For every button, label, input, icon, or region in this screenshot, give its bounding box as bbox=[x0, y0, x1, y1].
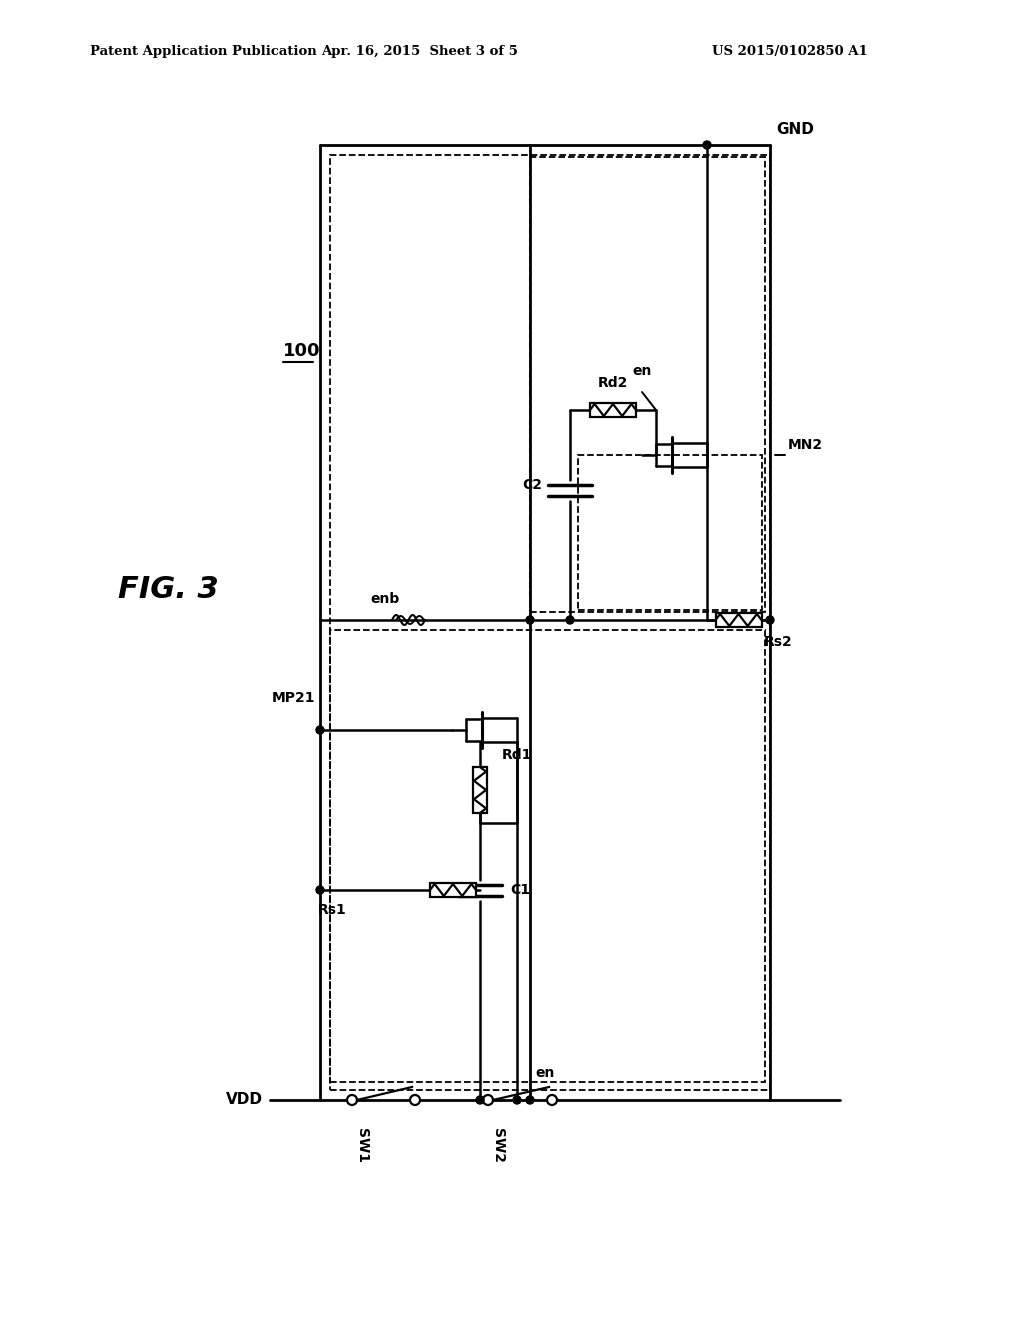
Circle shape bbox=[347, 1096, 357, 1105]
Bar bbox=[330, 630, 765, 1082]
Text: Rd1: Rd1 bbox=[502, 748, 532, 762]
Text: SW1: SW1 bbox=[355, 1129, 369, 1163]
Text: Patent Application Publication: Patent Application Publication bbox=[90, 45, 316, 58]
Bar bbox=[330, 154, 770, 1090]
Text: C1: C1 bbox=[510, 883, 530, 898]
Text: US 2015/0102850 A1: US 2015/0102850 A1 bbox=[712, 45, 868, 58]
Text: Apr. 16, 2015  Sheet 3 of 5: Apr. 16, 2015 Sheet 3 of 5 bbox=[322, 45, 518, 58]
Bar bbox=[530, 157, 765, 612]
Circle shape bbox=[410, 1096, 420, 1105]
Text: MN2: MN2 bbox=[788, 438, 823, 451]
Text: VDD: VDD bbox=[226, 1093, 263, 1107]
Text: 100: 100 bbox=[283, 342, 321, 360]
Circle shape bbox=[766, 616, 774, 624]
Text: en: en bbox=[632, 364, 651, 378]
Bar bbox=[430, 883, 476, 898]
Text: C2: C2 bbox=[522, 478, 542, 492]
Text: GND: GND bbox=[776, 121, 814, 137]
Circle shape bbox=[526, 616, 534, 624]
Text: Rs1: Rs1 bbox=[318, 903, 347, 917]
Bar bbox=[716, 612, 762, 627]
Text: SW2: SW2 bbox=[490, 1129, 505, 1163]
Text: Rd2: Rd2 bbox=[598, 376, 628, 389]
Bar bbox=[590, 403, 636, 417]
Bar bbox=[578, 455, 762, 610]
Circle shape bbox=[526, 1096, 534, 1104]
Circle shape bbox=[703, 141, 711, 149]
Text: FIG. 3: FIG. 3 bbox=[118, 576, 218, 605]
Circle shape bbox=[483, 1096, 493, 1105]
Circle shape bbox=[316, 886, 324, 894]
Text: enb: enb bbox=[370, 591, 399, 606]
Circle shape bbox=[513, 1096, 521, 1104]
Bar bbox=[473, 767, 487, 813]
Circle shape bbox=[316, 726, 324, 734]
Text: Rs2: Rs2 bbox=[764, 635, 793, 649]
Circle shape bbox=[566, 616, 574, 624]
Text: en: en bbox=[535, 1067, 554, 1080]
Circle shape bbox=[476, 1096, 484, 1104]
Text: MP21: MP21 bbox=[271, 690, 315, 705]
Circle shape bbox=[547, 1096, 557, 1105]
